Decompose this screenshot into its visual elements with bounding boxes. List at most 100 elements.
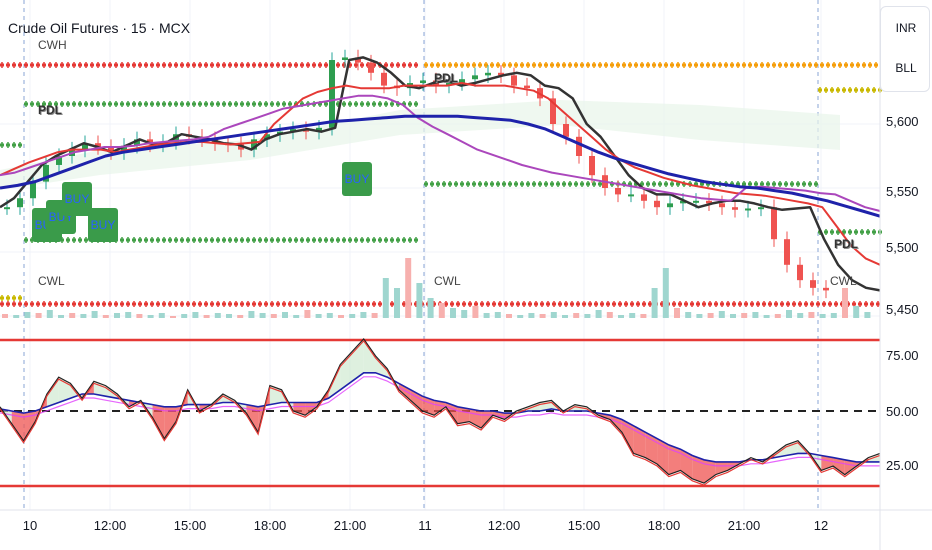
volume-bar	[842, 288, 848, 318]
osc-fill	[164, 406, 176, 439]
price-tick: 5,600	[886, 114, 919, 129]
candle-body	[290, 129, 296, 132]
cwh-label: CWH	[38, 38, 67, 52]
volume-bar	[472, 306, 479, 318]
price-tick: 5,450	[886, 302, 919, 317]
volume-bar	[618, 315, 624, 318]
volume-bar	[752, 312, 759, 318]
vwap-line	[0, 56, 881, 292]
symbol-title[interactable]: Crude Oil Futures · 15 · MCX	[8, 20, 191, 36]
volume-bar	[58, 315, 64, 318]
volume-bar	[326, 313, 333, 318]
candle-body	[121, 145, 127, 153]
volume-bar	[830, 313, 837, 318]
price-tick: 5,550	[886, 184, 919, 199]
time-tick: 21:00	[727, 518, 761, 533]
volume-bar	[226, 314, 232, 318]
volume-bar	[69, 313, 76, 318]
candle-body	[758, 207, 764, 210]
volume-bar	[2, 314, 8, 318]
volume-bar	[35, 313, 42, 318]
pdl-label: PDL	[834, 237, 858, 251]
unit-button[interactable]: BLL	[895, 61, 917, 75]
volume-bar	[438, 303, 445, 318]
osc-fill	[844, 459, 857, 475]
candle-body	[30, 181, 36, 199]
buy-signal[interactable]: BUY	[342, 162, 372, 196]
price-tick: 5,500	[886, 240, 919, 255]
candle-body	[563, 124, 569, 137]
osc-signal-line	[0, 371, 880, 463]
volume-bar	[427, 298, 434, 318]
volume-bar	[696, 314, 703, 318]
candle-body	[784, 239, 790, 265]
volume-bar	[91, 311, 98, 318]
time-tick: 18:00	[253, 518, 287, 533]
candle-body	[628, 194, 634, 197]
osc-fill	[246, 404, 259, 433]
volume-bar	[181, 314, 188, 318]
ema-slow-line	[0, 114, 881, 218]
osc-tick: 75.00	[886, 348, 919, 363]
osc-fill	[704, 459, 716, 484]
volume-bar	[293, 315, 300, 318]
candle-body	[459, 79, 465, 84]
volume-bar	[13, 315, 20, 318]
osc-main-line	[0, 337, 881, 484]
osc-main-shadow	[0, 339, 881, 486]
candle-body	[95, 143, 101, 148]
volume-bar	[371, 313, 378, 318]
candle-body	[693, 200, 699, 203]
candle-body	[420, 80, 426, 84]
candle-body	[485, 72, 491, 76]
volume-bar	[203, 315, 210, 318]
candle-body	[4, 207, 10, 210]
volume-bar	[797, 313, 804, 318]
volume-bar	[125, 312, 132, 318]
osc-tick: 50.00	[886, 404, 919, 419]
candle-body	[615, 188, 621, 195]
candle-body	[667, 203, 673, 208]
volume-bar	[606, 312, 613, 318]
volume-bar	[662, 268, 669, 318]
candle-body	[810, 280, 816, 288]
volume-bar	[248, 311, 255, 318]
time-tick: 12	[813, 518, 829, 533]
candle-body	[797, 264, 803, 281]
candle-body	[264, 134, 270, 140]
volume-bar	[718, 311, 725, 318]
buy-signal[interactable]: BUY	[88, 208, 118, 242]
candle-body	[108, 147, 114, 153]
volume-bar	[707, 313, 714, 318]
volume-bar	[450, 308, 456, 318]
cwl-label: CWL	[38, 274, 65, 288]
candle-body	[589, 156, 595, 176]
osc-fill	[152, 404, 165, 439]
volume-bar	[192, 312, 199, 318]
osc-tick: 25.00	[886, 458, 919, 473]
ema-mid-line	[0, 94, 881, 212]
osc-fill	[434, 400, 446, 416]
volume-bar	[80, 314, 87, 318]
candle-body	[316, 127, 322, 132]
volume-bar	[147, 315, 154, 318]
volume-bar	[774, 314, 781, 318]
osc-smooth-line	[0, 376, 880, 467]
volume-bar	[562, 315, 568, 318]
volume-bar	[506, 314, 512, 318]
pdl-label: PDL	[434, 71, 458, 85]
volume-bar	[573, 313, 580, 318]
candle-body	[719, 203, 725, 208]
candle-body	[342, 57, 348, 60]
volume-bar	[685, 312, 692, 318]
buy-signal[interactable]: BUY	[62, 182, 92, 216]
volume-bar	[360, 312, 367, 318]
candle-body	[706, 200, 712, 204]
volume-bar	[214, 313, 221, 318]
volume-bar	[270, 314, 277, 318]
candle-body	[17, 198, 23, 208]
candle-body	[251, 139, 257, 150]
candle-body	[524, 85, 530, 89]
currency-button[interactable]: INR	[895, 21, 917, 35]
